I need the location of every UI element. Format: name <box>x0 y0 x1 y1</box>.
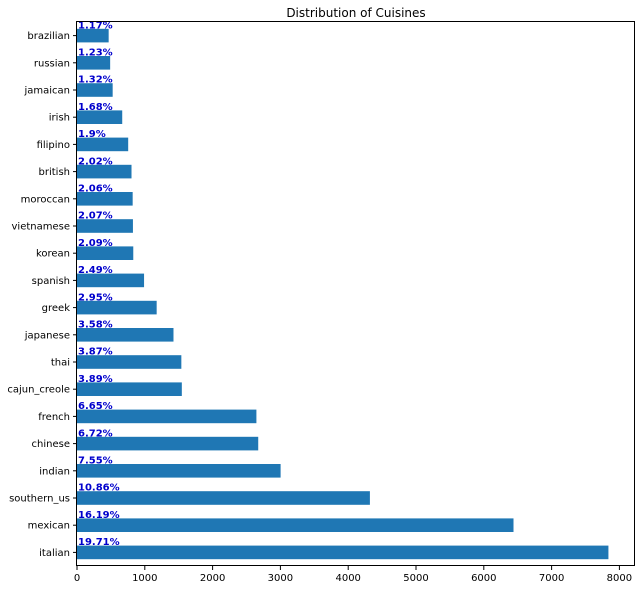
y-tick-label-russian: russian <box>34 58 70 69</box>
x-tick-label: 2000 <box>200 573 225 584</box>
percent-label-indian: 7.55% <box>78 456 113 467</box>
bar-korean <box>77 246 134 260</box>
x-tick-label: 6000 <box>471 573 496 584</box>
bar-irish <box>77 110 123 124</box>
y-tick-label-thai: thai <box>51 358 70 369</box>
y-tick-label-indian: indian <box>39 466 70 477</box>
bar-vietnamese <box>77 219 133 233</box>
bar-cajun-creole <box>77 382 182 396</box>
y-tick-label-french: french <box>38 412 70 423</box>
y-tick-label-cajun-creole: cajun_creole <box>7 385 70 396</box>
bars-layer <box>77 28 609 560</box>
bar-french <box>77 409 257 424</box>
bar-brazilian <box>77 28 109 43</box>
percent-label-filipino: 1.9% <box>78 129 106 140</box>
bar-greek <box>77 300 157 315</box>
bar-filipino <box>77 137 129 152</box>
y-tick-label-british: british <box>39 167 70 178</box>
y-tick-label-vietnamese: vietnamese <box>12 222 71 233</box>
y-tick-label-japanese: japanese <box>24 330 70 341</box>
percent-label-vietnamese: 2.07% <box>78 211 113 222</box>
bar-indian <box>77 464 281 478</box>
percent-label-mexican: 16.19% <box>78 510 120 521</box>
percent-label-japanese: 3.58% <box>78 320 113 331</box>
percent-label-korean: 2.09% <box>78 238 113 249</box>
percent-label-southern-us: 10.86% <box>78 483 120 494</box>
y-tick-label-greek: greek <box>42 303 71 314</box>
y-tick-label-italian: italian <box>39 548 70 559</box>
y-tick-label-moroccan: moroccan <box>21 194 70 205</box>
percent-label-greek: 2.95% <box>78 292 113 303</box>
percent-label-brazilian: 1.17% <box>78 20 113 31</box>
percent-label-chinese: 6.72% <box>78 428 113 439</box>
y-tick-label-korean: korean <box>36 249 70 260</box>
x-tick-label: 0 <box>74 573 80 584</box>
percent-labels: 19.71% 16.19% 10.86% 7.55% 6.72% 6.65% 3.89% 3.… <box>78 20 120 548</box>
percent-label-italian: 19.71% <box>78 537 120 548</box>
bar-thai <box>77 355 182 369</box>
percent-label-spanish: 2.49% <box>78 265 113 276</box>
y-tick-label-irish: irish <box>49 113 70 124</box>
percent-label-thai: 3.87% <box>78 347 113 358</box>
percent-label-french: 6.65% <box>78 401 113 412</box>
y-tick-label-filipino: filipino <box>37 140 70 151</box>
x-tick-label: 5000 <box>403 573 428 584</box>
y-tick-label-southern-us: southern_us <box>9 494 70 505</box>
x-tick-label: 3000 <box>268 573 293 584</box>
bar-moroccan <box>77 192 133 206</box>
bar-russian <box>77 56 111 70</box>
percent-label-jamaican: 1.32% <box>78 75 113 86</box>
bar-japanese <box>77 328 174 342</box>
bar-spanish <box>77 273 145 288</box>
y-tick-labels: italian mexican southern_us indian chinese fr… <box>7 31 77 559</box>
x-tick-label: 7000 <box>539 573 564 584</box>
bar-british <box>77 164 132 179</box>
x-tick-label: 8000 <box>607 573 632 584</box>
percent-label-cajun-creole: 3.89% <box>78 374 113 385</box>
y-tick-label-spanish: spanish <box>32 276 70 287</box>
percent-label-moroccan: 2.06% <box>78 184 113 195</box>
bar-southern-us <box>77 491 370 505</box>
bar-jamaican <box>77 83 113 97</box>
plot-frame <box>76 21 635 566</box>
x-tick-label: 4000 <box>335 573 360 584</box>
y-tick-label-jamaican: jamaican <box>23 86 70 97</box>
percent-label-russian: 1.23% <box>78 48 113 59</box>
x-tick-labels: 0 1000 2000 3000 4000 5000 6000 7000 8000 <box>74 566 632 584</box>
y-tick-label-mexican: mexican <box>28 521 70 532</box>
percent-label-irish: 1.68% <box>78 102 113 113</box>
bar-mexican <box>77 518 514 532</box>
bar-italian <box>77 545 609 560</box>
y-tick-label-brazilian: brazilian <box>27 31 70 42</box>
bar-chinese <box>77 436 259 451</box>
chart-title: Distribution of Cuisines <box>286 6 425 20</box>
y-tick-label-chinese: chinese <box>32 439 70 450</box>
percent-label-british: 2.02% <box>78 156 113 167</box>
x-tick-label: 1000 <box>132 573 157 584</box>
